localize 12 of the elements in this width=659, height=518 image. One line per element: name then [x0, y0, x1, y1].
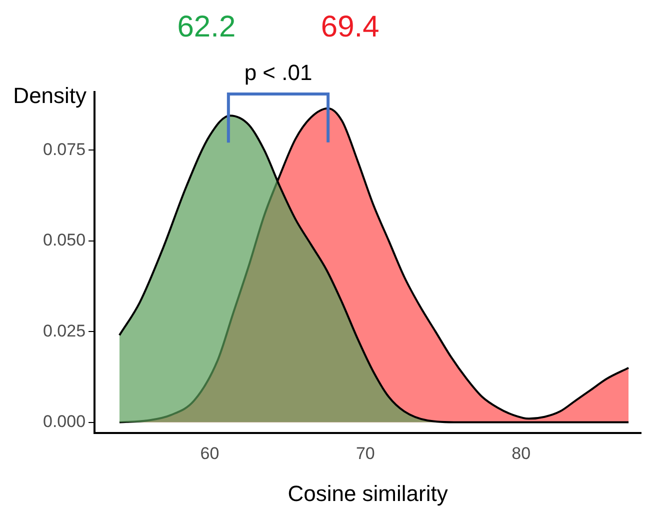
y-axis-title: Density [13, 83, 87, 108]
y-tick-label: 0.025 [42, 321, 86, 340]
annotation: 62.2 [177, 10, 236, 44]
x-tick-label: 70 [356, 444, 375, 464]
y-tick-label: 0.075 [42, 140, 86, 159]
y-tick-label: 0.050 [42, 230, 86, 250]
text: p < .01 [244, 60, 312, 86]
x-axis-title: Cosine similarity [288, 480, 448, 506]
x-tick-label: 80 [512, 444, 531, 464]
annotation: 69.4 [320, 10, 380, 44]
y-tick-label: 0.000 [42, 412, 86, 431]
x-tick-label: 60 [200, 444, 220, 464]
